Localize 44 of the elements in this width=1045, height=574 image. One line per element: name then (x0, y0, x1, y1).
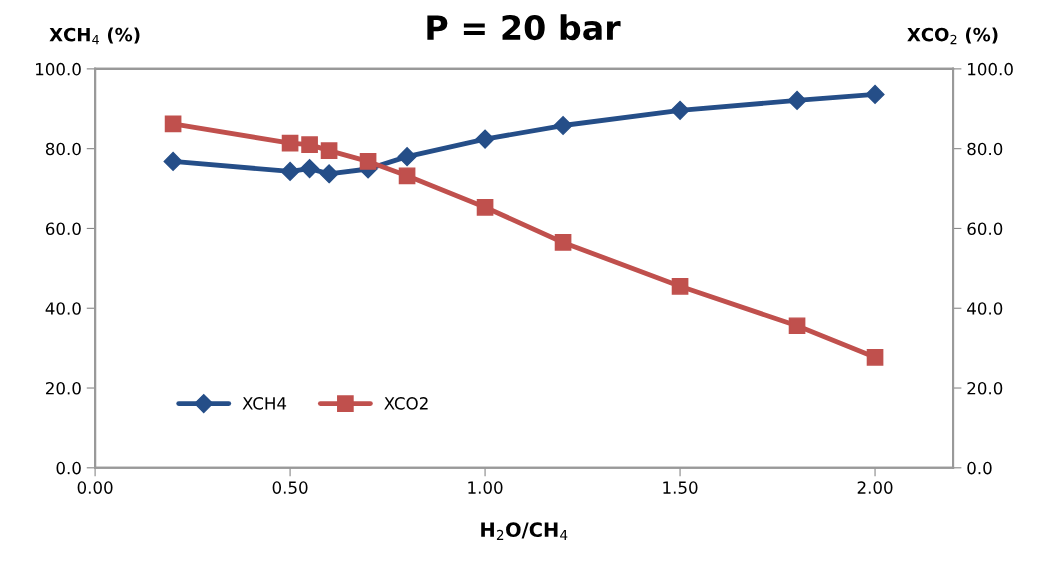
point (397, 147, 417, 167)
y2-tick-label: 100.0 (968, 62, 1013, 76)
y-tick-label: 0.0 (56, 461, 81, 475)
point (788, 317, 806, 335)
y-axis-title: XCH$_{4}$ (%) (49, 27, 140, 45)
chart-title: P = 20 bar (427, 14, 621, 41)
legend-label: XCO2 (384, 397, 428, 410)
point (398, 167, 416, 185)
legend-label: XCH4 (242, 397, 287, 410)
y2-axis-title: XCO$_{2}$ (%) (907, 27, 998, 45)
point (865, 84, 885, 104)
x-tick-label: 2.00 (857, 481, 893, 494)
point (320, 142, 338, 159)
point (671, 277, 689, 295)
x-axis-title: H$_{2}$O/CH$_{4}$ (481, 522, 568, 540)
point (164, 115, 182, 133)
point (476, 198, 494, 216)
point (787, 90, 807, 110)
y-tick-label: 40.0 (45, 302, 81, 315)
point (300, 159, 320, 179)
y2-tick-label: 20.0 (967, 381, 1003, 395)
point (280, 161, 300, 181)
point (163, 151, 183, 171)
point (553, 115, 573, 136)
y2-tick-label: 60.0 (967, 222, 1003, 236)
y-tick-label: 80.0 (45, 142, 81, 156)
y2-tick-label: 80.0 (967, 142, 1003, 156)
y2-tick-label: 0.0 (967, 461, 992, 475)
y2-tick-label: 40.0 (967, 302, 1003, 315)
y-tick-label: 100.0 (36, 62, 81, 76)
point (301, 136, 318, 154)
x-tick-label: 0.50 (272, 481, 308, 494)
x-tick-label: 1.50 (663, 481, 698, 494)
x-tick-label: 0.00 (77, 481, 113, 494)
y-tick-label: 60.0 (45, 222, 81, 236)
point (554, 234, 572, 251)
point (319, 164, 339, 184)
point (475, 129, 495, 149)
x-tick-label: 1.00 (468, 481, 503, 494)
point (281, 134, 299, 152)
y-tick-label: 20.0 (46, 381, 81, 395)
point (670, 100, 690, 120)
point (359, 153, 377, 170)
point (866, 348, 884, 366)
